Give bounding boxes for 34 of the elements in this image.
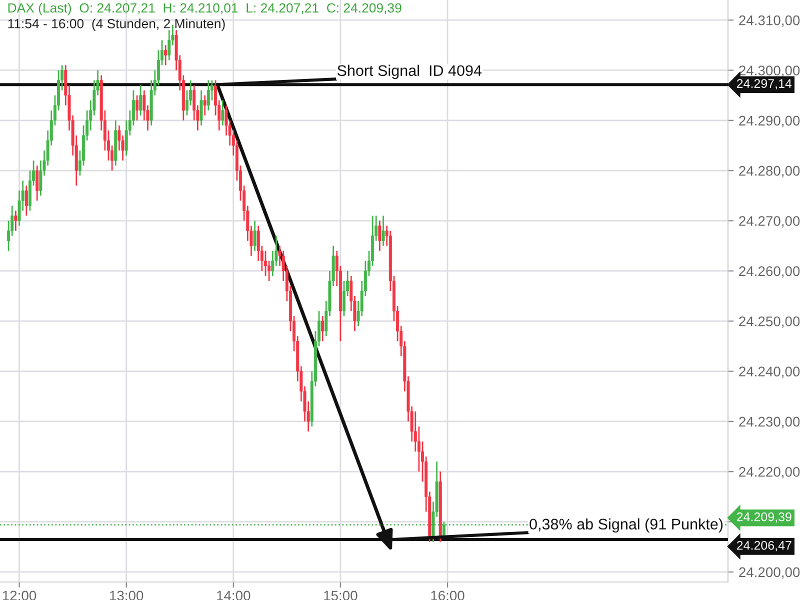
candlestick (36, 164, 39, 202)
candlestick (378, 220, 382, 252)
candlestick (200, 90, 203, 126)
y-tick-label: 24.250,00 (739, 316, 800, 328)
candlestick (264, 250, 267, 277)
ref-line-label: 24.297,14 (736, 79, 792, 90)
y-tick-label: 24.260,00 (739, 266, 800, 278)
candlestick (253, 220, 256, 252)
y-tick-label: 24.290,00 (739, 116, 800, 128)
y-tick-label: 24.280,00 (739, 166, 800, 178)
y-tick-label: 24.240,00 (739, 366, 800, 378)
text: 11:54 - 16:00 (4 Stunden, 2 Minuten) (8, 18, 225, 31)
candlestick (24, 184, 28, 216)
candlestick (168, 29, 171, 61)
y-tick-label: 24.220,00 (739, 466, 800, 478)
y-tick-label: 24.270,00 (739, 216, 800, 228)
y-tick-label: 24.300,00 (739, 66, 800, 78)
candlestick (221, 100, 224, 126)
ref-line-label: 24.206,47 (736, 540, 792, 552)
candlestick (164, 44, 168, 66)
y-tick-label: 24.200,00 (739, 567, 800, 579)
chart-title: DAX (Last) O: 24.207,21 H: 24.210,01 L: 24.207,21 C: 24.209,39 (8, 2, 402, 16)
candlestick (321, 315, 324, 342)
candlestick (14, 210, 18, 232)
candlestick (382, 215, 385, 247)
annotation: 0,38% ab Signal (91 Punkte) (530, 518, 723, 533)
annotation: Short Signal ID 4094 (337, 64, 482, 80)
ref-line-label: 24.209,39 (736, 512, 792, 523)
candlestick (136, 94, 139, 122)
candlestick (206, 80, 210, 112)
candlestick (139, 84, 142, 116)
y-tick-label: 24.310,00 (739, 15, 800, 27)
y-tick-label: 24.230,00 (739, 416, 800, 428)
candlestick (203, 94, 206, 116)
